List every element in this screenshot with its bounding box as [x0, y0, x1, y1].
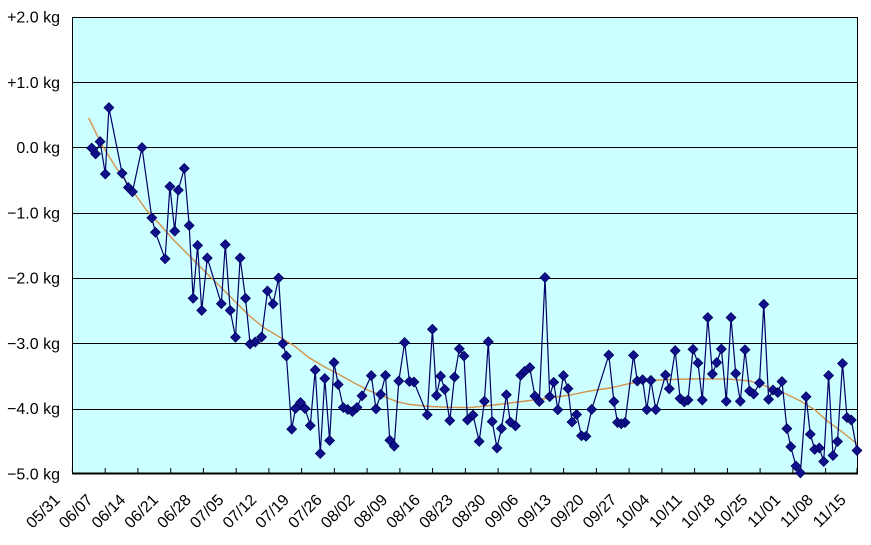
svg-text:−2.0 kg: −2.0 kg — [7, 271, 60, 288]
svg-text:+1.0 kg: +1.0 kg — [7, 75, 60, 92]
svg-text:−1.0 kg: −1.0 kg — [7, 205, 60, 222]
svg-text:−5.0 kg: −5.0 kg — [7, 467, 60, 484]
svg-text:0.0 kg: 0.0 kg — [16, 140, 60, 157]
svg-text:−3.0 kg: −3.0 kg — [7, 336, 60, 353]
svg-text:+2.0 kg: +2.0 kg — [7, 10, 60, 27]
svg-text:−4.0 kg: −4.0 kg — [7, 401, 60, 418]
